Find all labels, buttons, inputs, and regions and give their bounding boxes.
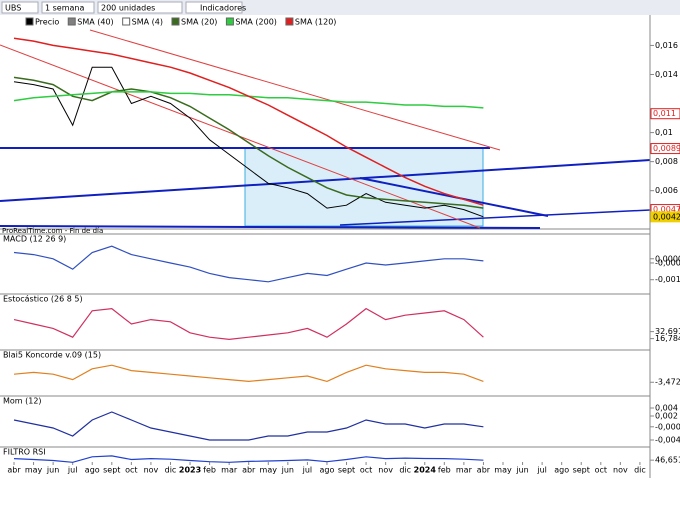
x-tick-label: sept — [103, 466, 120, 475]
symbol-box[interactable] — [1, 1, 39, 14]
x-tick-label: dic — [399, 466, 411, 475]
y-tick-label: 0,006 — [655, 186, 678, 195]
y-tick-label: -3,472 — [655, 378, 680, 387]
trend-line — [0, 225, 541, 229]
series-line — [13, 455, 484, 463]
x-tick-label: jul — [67, 466, 78, 475]
x-tick-label: 2024 — [414, 466, 437, 475]
y-tick-label: 0,0000 — [655, 254, 680, 263]
x-tick-label: mar — [221, 466, 238, 475]
legend-label: SMA (120) — [295, 18, 337, 27]
x-tick-label: jul — [536, 466, 547, 475]
x-tick-label: may — [260, 466, 278, 475]
y-tick-label: -0,001 — [655, 275, 680, 284]
price-marker — [650, 108, 680, 120]
panel-title: MACD (12 26 9) — [3, 235, 66, 244]
y-tick-label: -0,004 — [655, 436, 680, 445]
y-tick-label: 32,691 — [655, 327, 680, 336]
y-tick-label: -0,0002 — [655, 258, 680, 267]
x-tick-label: abr — [242, 466, 256, 475]
legend-label: SMA (40) — [77, 18, 113, 27]
series-line — [13, 37, 484, 206]
trend-line — [339, 209, 651, 226]
legend-swatch — [171, 17, 180, 26]
y-tick-label: 46,651 — [655, 456, 680, 465]
series-line — [13, 245, 484, 283]
x-tick-label: oct — [125, 466, 137, 475]
x-tick-label: nov — [613, 466, 628, 475]
x-tick-label: dic — [165, 466, 177, 475]
panel-title: Estocástico (26 8 5) — [3, 295, 83, 304]
period-box[interactable] — [41, 1, 95, 14]
x-tick-label: nov — [378, 466, 393, 475]
source: ProRealTime.com - Fin de día — [2, 227, 103, 235]
zone-box — [244, 147, 484, 227]
series-line — [13, 364, 484, 383]
panel-title: Blai5 Koncorde v.09 (15) — [3, 351, 101, 360]
price-marker — [650, 211, 680, 223]
y-tick-label: -0,0007 — [655, 422, 680, 431]
x-tick-label: may — [25, 466, 43, 475]
x-tick-label: jun — [46, 466, 59, 475]
series-line — [13, 307, 484, 341]
indicators[interactable]: Indicadores — [200, 4, 246, 13]
y-tick-label: 0,002 — [655, 412, 678, 421]
series-line — [13, 411, 484, 441]
price-marker-label: 0,0042 — [653, 212, 680, 221]
series-line — [13, 76, 484, 209]
x-tick-label: ago — [320, 466, 335, 475]
panel-title: Mom (12) — [3, 397, 42, 406]
channel-line — [89, 29, 501, 151]
x-tick-label: abr — [477, 466, 491, 475]
x-tick-label: sept — [573, 466, 590, 475]
x-tick-label: oct — [360, 466, 372, 475]
x-tick-label: feb — [203, 466, 216, 475]
price-marker-label: 0,0089 — [653, 144, 680, 153]
x-tick-label: jul — [302, 466, 313, 475]
x-tick-label: abr — [7, 466, 21, 475]
y-tick-label: 0,016 — [655, 41, 678, 50]
units-box[interactable] — [97, 1, 183, 14]
symbol[interactable]: UBS — [5, 4, 21, 13]
units[interactable]: 200 unidades — [101, 4, 155, 13]
x-tick-label: sept — [338, 466, 355, 475]
legend-swatch — [122, 17, 131, 26]
panel-title: FILTRO RSI — [3, 448, 46, 457]
series-line — [13, 66, 484, 218]
y-tick-label: 0,014 — [655, 70, 678, 79]
legend-label: SMA (4) — [132, 18, 163, 27]
x-tick-label: jun — [281, 466, 294, 475]
trend-line — [0, 159, 651, 202]
x-tick-label: oct — [595, 466, 607, 475]
price-marker-label: 0,0047 — [653, 205, 680, 214]
legend-label: SMA (200) — [235, 18, 277, 27]
x-tick-label: feb — [438, 466, 451, 475]
x-tick-label: ago — [554, 466, 569, 475]
y-tick-label: 0,008 — [655, 157, 678, 166]
x-tick-label: jun — [515, 466, 528, 475]
legend-label: SMA (20) — [181, 18, 217, 27]
legend-label: Precio — [35, 18, 59, 27]
y-tick-label: 0,004 — [655, 404, 678, 413]
price-marker — [650, 143, 680, 155]
legend-swatch — [225, 17, 234, 26]
legend-swatch — [67, 17, 76, 26]
y-tick-label: 0,01 — [655, 128, 673, 137]
legend-swatch — [25, 17, 34, 26]
indicators-box[interactable] — [185, 1, 243, 14]
x-tick-label: may — [494, 466, 512, 475]
y-tick-label: 16,784 — [655, 334, 680, 343]
x-tick-label: ago — [85, 466, 100, 475]
x-tick-label: 2023 — [179, 466, 201, 475]
x-tick-label: mar — [456, 466, 473, 475]
period[interactable]: 1 semana — [45, 4, 84, 13]
legend-swatch — [285, 17, 294, 26]
x-tick-label: dic — [634, 466, 646, 475]
x-tick-label: nov — [144, 466, 159, 475]
price-marker-label: 0,011 — [653, 109, 676, 118]
